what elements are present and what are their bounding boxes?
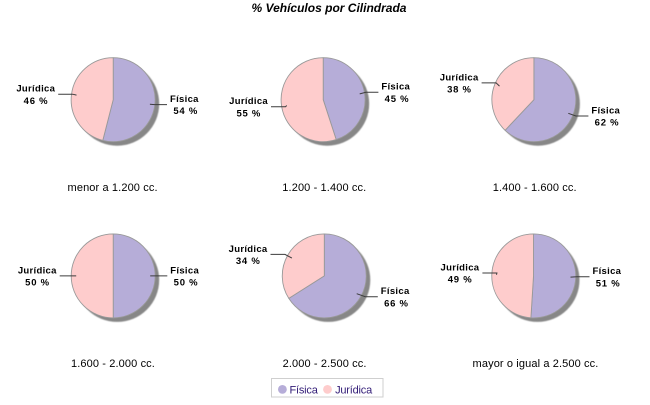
svg-text:Jurídica: Jurídica (18, 265, 57, 276)
svg-text:51 %: 51 % (596, 278, 621, 289)
svg-text:Física: Física (593, 266, 622, 277)
svg-text:Física: Física (290, 385, 319, 397)
svg-text:Física: Física (591, 105, 620, 116)
svg-text:% Vehículos por Cilindrada: % Vehículos por Cilindrada (252, 1, 407, 15)
svg-text:34 %: 34 % (236, 256, 261, 267)
svg-text:Física: Física (170, 94, 199, 105)
svg-text:54 %: 54 % (173, 106, 198, 117)
svg-text:50 %: 50 % (174, 278, 199, 289)
svg-text:Jurídica: Jurídica (229, 96, 268, 107)
svg-text:2.000 - 2.500 cc.: 2.000 - 2.500 cc. (283, 358, 367, 370)
svg-text:1.600 - 2.000 cc.: 1.600 - 2.000 cc. (71, 358, 155, 370)
svg-text:45 %: 45 % (385, 94, 410, 105)
svg-text:38 %: 38 % (447, 85, 472, 96)
svg-text:49 %: 49 % (448, 275, 473, 286)
svg-text:Jurídica: Jurídica (16, 84, 55, 95)
svg-text:Jurídica: Jurídica (441, 262, 480, 273)
svg-text:62 %: 62 % (595, 118, 620, 129)
svg-text:Física: Física (381, 286, 410, 297)
svg-text:Física: Física (381, 82, 410, 93)
svg-text:66 %: 66 % (384, 298, 409, 309)
svg-text:Jurídica: Jurídica (335, 385, 373, 397)
svg-text:mayor o igual a 2.500 cc.: mayor o igual a 2.500 cc. (473, 358, 599, 370)
svg-text:Jurídica: Jurídica (229, 244, 268, 255)
svg-text:46 %: 46 % (24, 96, 49, 107)
svg-text:menor a 1.200 cc.: menor a 1.200 cc. (68, 182, 158, 194)
svg-text:55 %: 55 % (236, 108, 261, 119)
svg-text:Física: Física (170, 265, 199, 276)
svg-text:1.200 - 1.400 cc.: 1.200 - 1.400 cc. (282, 182, 366, 194)
svg-text:50 %: 50 % (25, 278, 50, 289)
svg-text:1.400 - 1.600 cc.: 1.400 - 1.600 cc. (493, 182, 577, 194)
svg-text:Jurídica: Jurídica (440, 72, 479, 83)
